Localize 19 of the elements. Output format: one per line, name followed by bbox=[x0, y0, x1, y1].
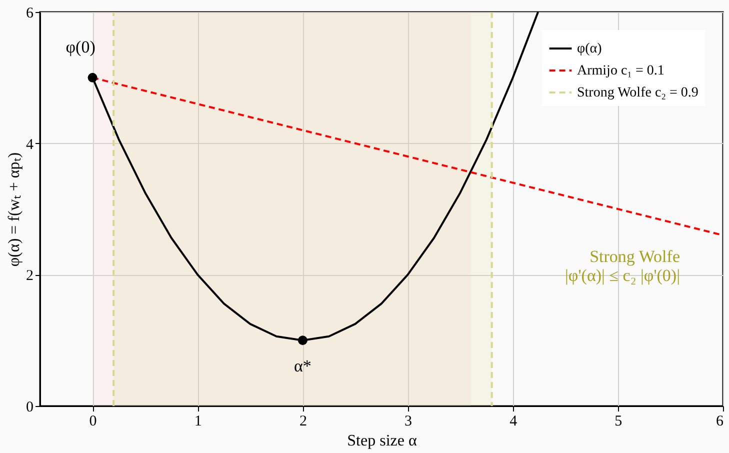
annotation: Strong Wolfe |φ'(α)| ≤ c₂ |φ'(0)| bbox=[565, 247, 680, 285]
legend-label: Strong Wolfe c₂ = 0.9 bbox=[577, 86, 698, 100]
x-tick-label: 5 bbox=[614, 414, 622, 430]
y-tick-label: 4 bbox=[26, 136, 34, 153]
x-tick-label: 6 bbox=[716, 414, 724, 430]
legend-label: φ(α) bbox=[577, 42, 602, 56]
y-tick-label: 6 bbox=[26, 6, 34, 22]
x-tick-label: 2 bbox=[299, 414, 307, 430]
legend-label: Armijo c₁ = 0.1 bbox=[577, 64, 664, 78]
annotation: φ(0) bbox=[66, 38, 96, 57]
x-tick-label: 4 bbox=[510, 414, 518, 430]
x-tick-label: 0 bbox=[89, 414, 97, 430]
y-tick-label: 0 bbox=[26, 400, 34, 416]
y-axis-title: φ(α) = f(wₜ + αpₜ) bbox=[6, 152, 23, 267]
y-tick-label: 2 bbox=[26, 268, 34, 284]
x-axis-title: Step size α bbox=[347, 432, 418, 450]
annotation: α* bbox=[294, 356, 312, 376]
x-tick-label: 1 bbox=[194, 414, 202, 430]
x-tick-label: 3 bbox=[404, 414, 412, 430]
